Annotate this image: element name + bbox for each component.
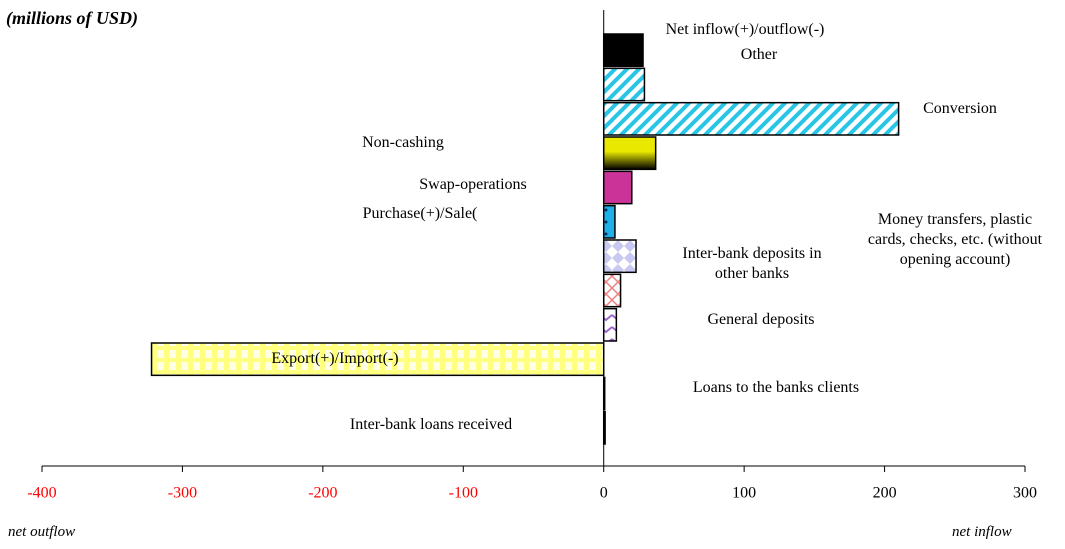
category-label: Net inflow(+)/outflow(-) xyxy=(665,21,825,38)
category-label: Inter-bank loans received xyxy=(349,416,513,433)
bar xyxy=(602,67,646,102)
bar xyxy=(602,204,616,239)
x-tick-label: -300 xyxy=(168,485,197,502)
x-tick-label: 100 xyxy=(732,485,756,502)
category-label: Non-cashing xyxy=(362,134,444,151)
bar xyxy=(602,239,637,274)
category-label: Export(+)/Import(-) xyxy=(271,350,399,367)
category-label: Purchase(+)/Sale( xyxy=(362,205,478,222)
category-label: General deposits xyxy=(707,311,815,328)
bar xyxy=(150,342,605,377)
bar xyxy=(602,33,644,68)
category-label: Money transfers, plastic cards, checks, … xyxy=(867,211,1043,268)
x-right-label: net inflow xyxy=(952,524,1012,540)
x-tick-label: -100 xyxy=(449,485,478,502)
bar xyxy=(602,273,622,308)
x-left-label: net outflow xyxy=(8,524,76,540)
category-label: Other xyxy=(740,46,778,63)
unit-label: (millions of USD) xyxy=(6,8,139,28)
x-tick-label: -200 xyxy=(308,485,337,502)
bar xyxy=(602,307,618,342)
bar xyxy=(602,376,606,411)
category-label: Loans to the banks clients xyxy=(692,379,860,396)
x-tick-label: 200 xyxy=(873,485,897,502)
x-tick-label: 0 xyxy=(600,485,608,502)
x-tick-label: -400 xyxy=(27,485,56,502)
category-label: Inter-bank deposits in other banks xyxy=(682,245,822,282)
category-label: Swap-operations xyxy=(419,176,527,193)
bar xyxy=(602,101,900,136)
bar xyxy=(602,170,633,205)
bar xyxy=(602,136,657,171)
bar xyxy=(602,410,606,445)
x-tick-label: 300 xyxy=(1013,485,1037,502)
category-label: Conversion xyxy=(923,100,997,117)
